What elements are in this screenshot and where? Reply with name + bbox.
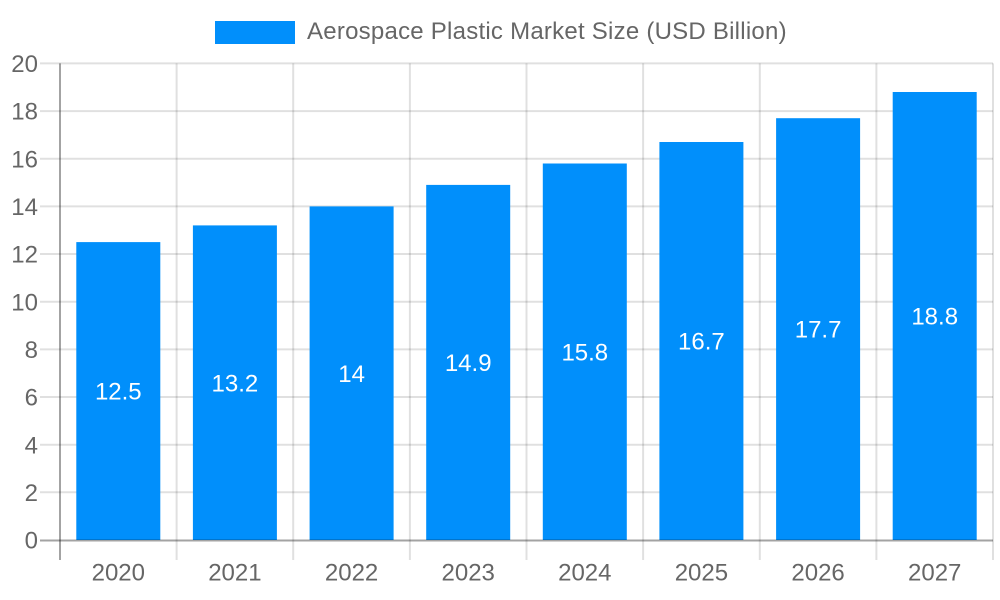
svg-text:14: 14	[11, 194, 38, 221]
svg-text:2027: 2027	[908, 559, 961, 586]
svg-text:8: 8	[25, 337, 38, 364]
svg-text:14: 14	[338, 361, 365, 388]
svg-text:2025: 2025	[675, 559, 728, 586]
svg-text:0: 0	[25, 528, 38, 555]
svg-text:2020: 2020	[92, 559, 145, 586]
svg-text:18.8: 18.8	[911, 304, 958, 331]
svg-text:6: 6	[25, 385, 38, 412]
svg-text:2024: 2024	[558, 559, 611, 586]
svg-text:16.7: 16.7	[678, 329, 725, 356]
svg-text:14.9: 14.9	[445, 350, 492, 377]
svg-text:16: 16	[11, 146, 38, 173]
svg-text:17.7: 17.7	[795, 317, 842, 344]
svg-text:2022: 2022	[325, 559, 378, 586]
svg-text:20: 20	[11, 51, 38, 78]
svg-text:2023: 2023	[442, 559, 495, 586]
svg-text:13.2: 13.2	[212, 370, 259, 397]
svg-text:2026: 2026	[791, 559, 844, 586]
svg-text:4: 4	[25, 432, 38, 459]
svg-text:18: 18	[11, 99, 38, 126]
svg-text:2021: 2021	[208, 559, 261, 586]
svg-text:15.8: 15.8	[561, 339, 608, 366]
svg-text:12: 12	[11, 242, 38, 269]
svg-text:Aerospace Plastic Market Size: Aerospace Plastic Market Size (USD Billi…	[307, 18, 787, 45]
svg-text:10: 10	[11, 289, 38, 316]
svg-text:2: 2	[25, 480, 38, 507]
svg-text:12.5: 12.5	[95, 379, 142, 406]
